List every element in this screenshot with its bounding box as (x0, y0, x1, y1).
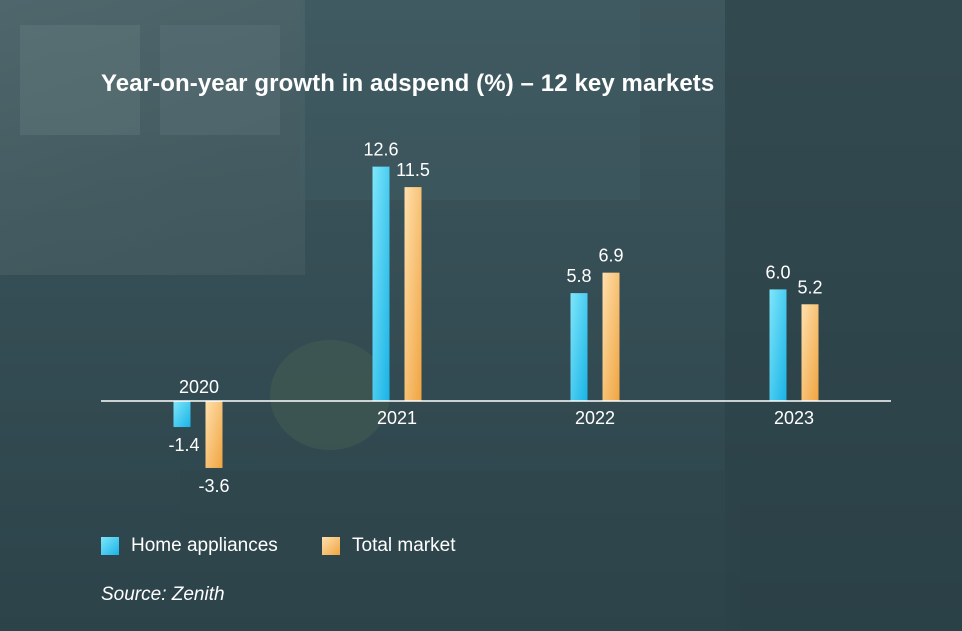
legend-label-total-market: Total market (352, 535, 456, 556)
bar-total-market-2020 (205, 401, 223, 468)
x-tick-label-2023: 2023 (774, 408, 814, 428)
data-label-home-appliances-2020: -1.4 (168, 435, 199, 455)
data-label-total-market-2021: 11.5 (396, 160, 430, 180)
bar-home-appliances-2022 (570, 293, 588, 401)
legend-swatch-home-appliances (101, 537, 119, 555)
bar-total-market-2022 (602, 272, 620, 401)
data-label-home-appliances-2021: 12.6 (363, 140, 398, 160)
data-label-total-market-2020: -3.6 (198, 476, 229, 496)
data-label-total-market-2023: 5.2 (797, 277, 822, 297)
x-tick-label-2022: 2022 (575, 408, 615, 428)
bar-total-market-2021 (404, 187, 422, 401)
legend-label-home-appliances: Home appliances (131, 535, 278, 556)
legend-swatch-total-market (322, 537, 340, 555)
data-label-home-appliances-2022: 5.8 (566, 266, 591, 286)
x-tick-label-2020: 2020 (179, 377, 219, 397)
source-note: Source: Zenith (101, 584, 225, 605)
data-label-total-market-2022: 6.9 (598, 246, 623, 266)
bar-home-appliances-2020 (173, 401, 191, 428)
x-tick-label-2021: 2021 (377, 408, 417, 428)
chart-title: Year-on-year growth in adspend (%) – 12 … (101, 70, 715, 97)
data-label-home-appliances-2023: 6.0 (765, 262, 790, 282)
bar-home-appliances-2021 (372, 166, 390, 401)
legend-item-total-market: Total market (322, 535, 455, 557)
bar-home-appliances-2023 (769, 289, 787, 401)
bar-total-market-2023 (801, 304, 819, 401)
legend-item-home-appliances: Home appliances (101, 535, 278, 557)
